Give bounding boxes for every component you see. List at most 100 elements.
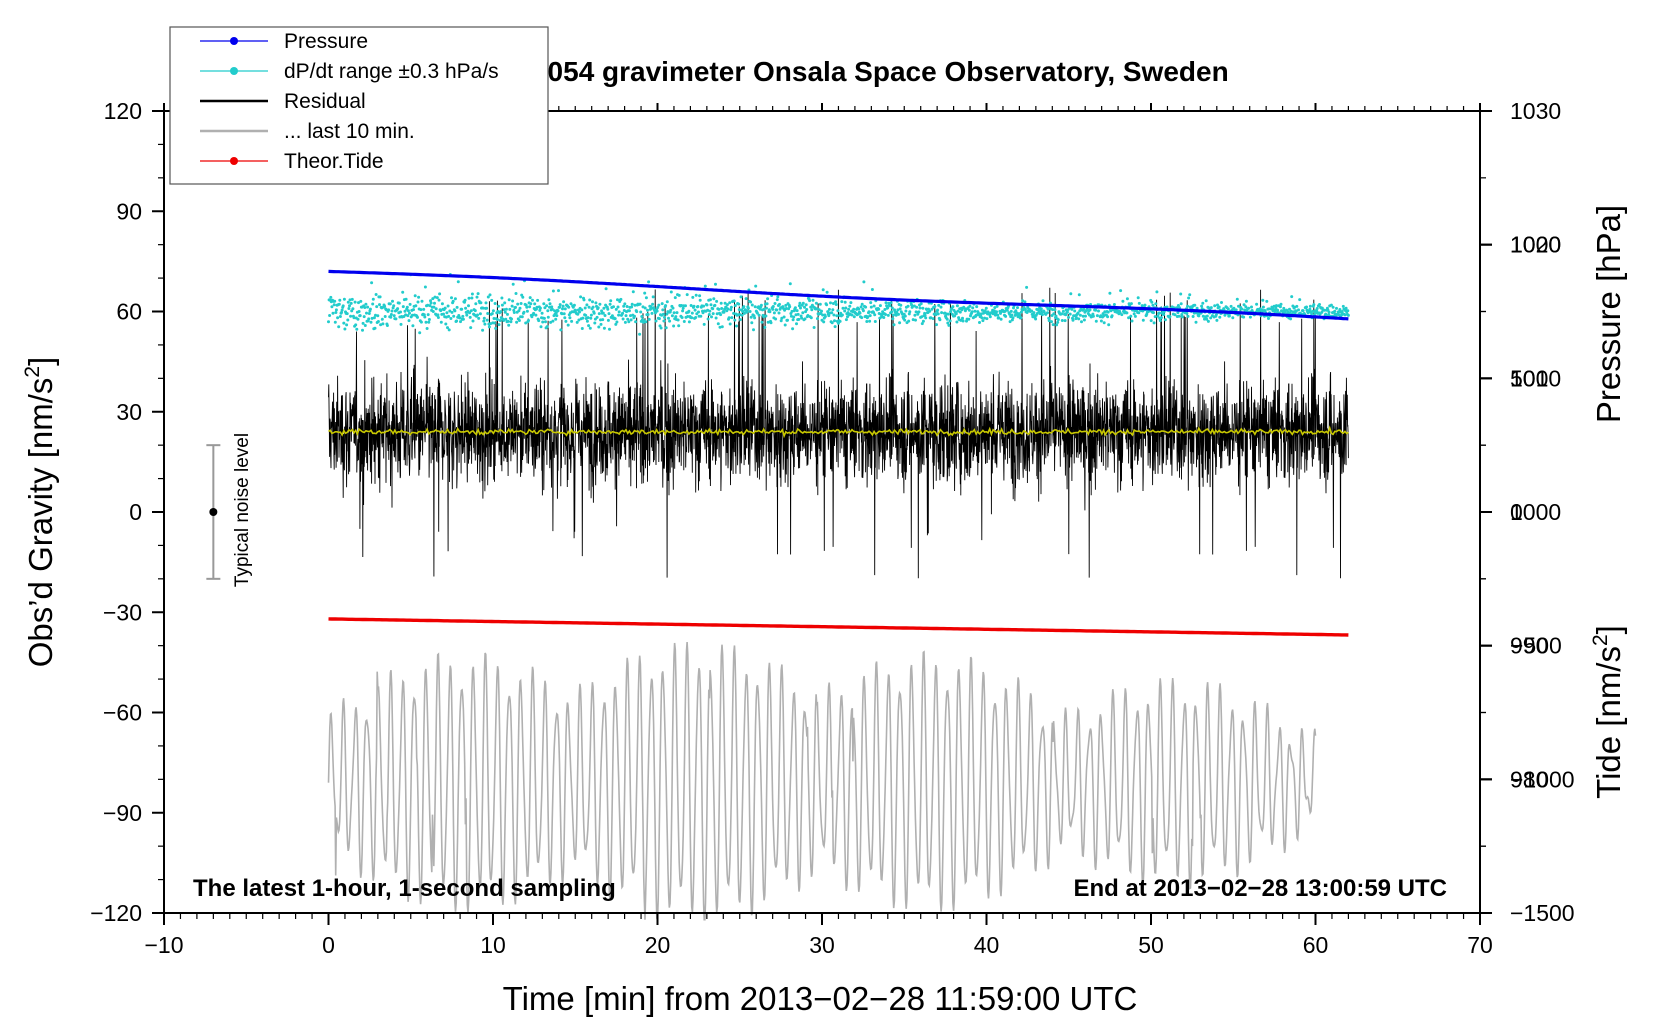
annotation-left: The latest 1-hour, 1-second sampling	[193, 875, 616, 902]
dpdt-point	[702, 304, 706, 308]
dpdt-point	[1206, 319, 1210, 323]
dpdt-point	[499, 310, 503, 314]
dpdt-point	[631, 290, 635, 294]
x-tick-label: 10	[480, 932, 506, 958]
dpdt-point	[826, 310, 830, 314]
dpdt-point	[367, 317, 371, 321]
dpdt-point	[614, 322, 618, 326]
dpdt-point	[959, 318, 963, 322]
dpdt-point	[376, 320, 380, 323]
dpdt-point	[341, 304, 345, 308]
dpdt-point	[561, 307, 564, 311]
dpdt-point	[753, 316, 757, 320]
dpdt-point	[1129, 302, 1133, 306]
dpdt-point	[1180, 313, 1184, 316]
dpdt-point	[844, 306, 848, 310]
dpdt-point	[707, 313, 711, 316]
dpdt-point	[471, 319, 475, 323]
dpdt-point	[784, 303, 788, 307]
dpdt-point	[481, 328, 485, 332]
dpdt-point	[832, 313, 836, 317]
legend-label: Pressure	[284, 30, 368, 53]
dpdt-point	[1305, 305, 1308, 309]
dpdt-point	[735, 324, 738, 328]
dpdt-point	[1333, 309, 1337, 313]
dpdt-point	[488, 293, 492, 297]
dpdt-point	[470, 292, 474, 296]
dpdt-point	[1255, 302, 1259, 306]
dpdt-point	[558, 305, 562, 309]
dpdt-point	[551, 319, 555, 323]
dpdt-point	[447, 328, 451, 332]
dpdt-point	[550, 307, 554, 311]
dpdt-point	[1077, 317, 1081, 321]
dpdt-point	[920, 322, 924, 326]
dpdt-point	[803, 305, 806, 309]
dpdt-point	[1310, 312, 1314, 316]
dpdt-point	[502, 308, 506, 312]
dpdt-point	[684, 304, 687, 308]
dpdt-point	[868, 314, 872, 318]
dpdt-point	[455, 305, 459, 309]
dpdt-point	[602, 306, 606, 310]
dpdt-point	[397, 301, 401, 305]
dpdt-point	[372, 316, 376, 320]
plot-layer	[206, 269, 1350, 921]
dpdt-point	[337, 325, 341, 329]
dpdt-point	[502, 319, 506, 322]
dpdt-point	[935, 323, 938, 327]
dpdt-point	[543, 306, 547, 310]
dpdt-point	[846, 311, 850, 315]
dpdt-point	[1218, 315, 1222, 319]
dpdt-point	[1047, 319, 1051, 323]
dpdt-point	[540, 311, 544, 315]
dpdt-point	[422, 307, 426, 311]
dpdt-point	[1186, 304, 1189, 308]
dpdt-point	[601, 318, 605, 322]
y-tide-tick-label: −500	[1510, 633, 1562, 659]
dpdt-point	[914, 318, 917, 322]
dpdt-point	[693, 308, 697, 312]
y-pressure-tick-label: 1030	[1510, 98, 1561, 124]
dpdt-point	[507, 323, 511, 327]
dpdt-point	[899, 303, 903, 307]
dpdt-point	[379, 323, 383, 327]
dpdt-point	[1008, 320, 1012, 324]
series-residual-mean	[328, 425, 1349, 439]
dpdt-point	[669, 308, 673, 312]
dpdt-point	[1149, 319, 1153, 323]
dpdt-point	[494, 326, 498, 330]
dpdt-point	[908, 310, 912, 314]
dpdt-point	[500, 296, 504, 300]
dpdt-point	[798, 301, 802, 305]
dpdt-point	[1318, 303, 1321, 306]
y-left-tick-label: 60	[116, 299, 142, 325]
dpdt-point	[426, 313, 430, 317]
dpdt-point	[629, 314, 632, 318]
dpdt-point	[661, 312, 665, 316]
dpdt-point	[796, 312, 800, 316]
dpdt-point	[1050, 320, 1053, 324]
dpdt-point	[609, 299, 613, 303]
dpdt-point	[714, 316, 718, 320]
dpdt-point	[375, 305, 379, 309]
dpdt-point	[560, 312, 564, 316]
dpdt-point	[486, 295, 490, 299]
dpdt-point	[498, 319, 502, 322]
dpdt-point	[367, 312, 371, 315]
dpdt-point	[890, 310, 894, 314]
dpdt-point	[412, 308, 415, 312]
dpdt-point	[730, 316, 734, 320]
dpdt-point	[487, 325, 491, 329]
dpdt-point	[1288, 307, 1291, 311]
dpdt-point	[331, 311, 335, 315]
dpdt-point	[1152, 321, 1156, 325]
dpdt-point	[427, 320, 431, 324]
dpdt-point	[1187, 296, 1191, 300]
dpdt-point	[445, 311, 449, 315]
dpdt-point	[892, 323, 896, 327]
dpdt-point	[699, 314, 703, 318]
dpdt-point	[717, 307, 721, 311]
dpdt-point	[1327, 310, 1331, 314]
dpdt-point	[742, 311, 746, 315]
